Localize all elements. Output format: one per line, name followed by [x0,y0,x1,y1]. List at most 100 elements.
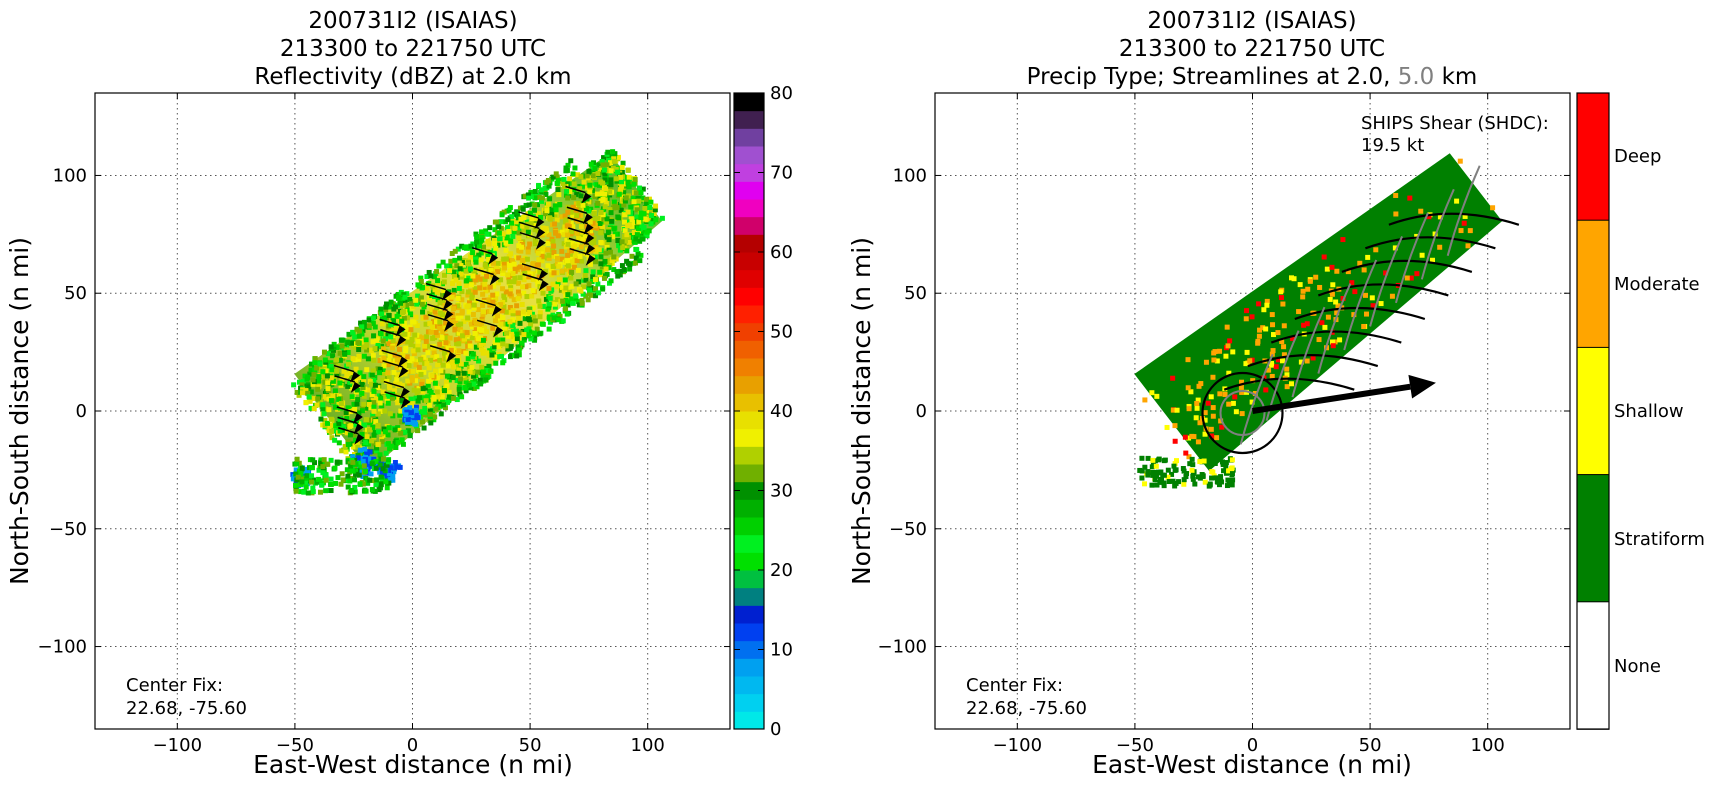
dbz-pixel [398,332,404,338]
dbz-pixel [431,417,437,423]
dbz-pixel [514,212,520,218]
dbz-pixel [590,188,596,194]
precip-type-pixel [1256,333,1262,339]
dbz-pixel [434,375,440,381]
dbz-pixel [517,205,523,211]
dbz-pixel [620,193,626,199]
dbz-pixel [608,210,614,216]
dbz-pixel [543,191,549,197]
dbz-pixel [365,480,371,486]
dbz-pixel [385,331,391,337]
precip-type-pixel [1172,483,1178,489]
dbz-pixel [631,220,637,226]
dbz-pixel [378,459,384,465]
dbz-pixel [390,477,396,483]
dbz-colorbar-cell [734,252,764,271]
dbz-pixel [601,263,607,269]
dbz-pixel [503,247,509,253]
reflectivity-panel: 200731I2 (ISAIAS) 213300 to 221750 UTC R… [5,8,793,779]
dbz-pixel [486,363,492,369]
dbz-pixel [310,377,316,383]
dbz-pixel [356,421,362,427]
dbz-pixel [386,471,392,477]
precip-type-pixel [1180,466,1186,472]
dbz-pixel [389,395,395,401]
dbz-pixel [634,207,640,213]
precip-type-pixel [1365,254,1371,260]
dbz-pixel [380,338,386,344]
dbz-pixel [589,279,595,285]
dbz-pixel [351,341,357,347]
dbz-pixel [366,317,372,323]
dbz-pixel [536,257,542,263]
dbz-pixel [565,195,571,201]
precip-type-pixel [1270,322,1276,328]
precip-type-pixel [1261,307,1267,313]
dbz-pixel [611,226,617,232]
dbz-pixel [407,405,413,411]
dbz-pixel [615,273,621,279]
dbz-pixel [404,402,410,408]
precip-type-pixel [1161,480,1167,486]
dbz-pixel [602,171,608,177]
dbz-pixel [504,330,510,336]
precip-type-pixel [1256,301,1262,307]
dbz-pixel [570,171,576,177]
dbz-pixel [468,282,474,288]
dbz-pixel [554,181,560,187]
dbz-pixel [622,198,628,204]
precip-type-pixel [1160,472,1166,478]
dbz-pixel [438,411,444,417]
wind-barb [425,282,452,301]
dbz-pixel [440,292,446,298]
dbz-pixel [528,220,534,226]
dbz-pixel [373,419,379,425]
left-x-axis-label: East-West distance (n mi) [253,750,573,779]
streamline [1394,212,1429,304]
dbz-pixel [607,188,613,194]
dbz-pixel [538,187,544,193]
dbz-pixel [398,408,404,414]
dbz-pixel [305,490,311,496]
dbz-pixel [311,372,317,378]
precip-type-pixel [1225,343,1231,349]
dbz-pixel [545,263,551,269]
dbz-colorbar-cell [734,640,764,659]
dbz-pixel [386,480,392,486]
dbz-pixel [310,489,316,495]
right-y-tick-label: 50 [904,283,927,304]
dbz-pixel [344,373,350,379]
dbz-pixel [498,321,504,327]
dbz-pixel [569,269,575,275]
dbz-pixel [390,473,396,479]
precip-type-pixel [1197,420,1203,426]
dbz-pixel [400,303,406,309]
dbz-pixel [507,262,513,268]
dbz-pixel [408,327,414,333]
dbz-pixel [503,309,509,315]
precip-type-pixel [1329,339,1335,345]
dbz-pixel [559,214,565,220]
dbz-pixel [545,240,551,246]
dbz-pixel [568,158,574,164]
dbz-pixel [407,433,413,439]
dbz-pixel [514,222,520,228]
dbz-pixel [369,372,375,378]
dbz-pixel [562,213,568,219]
dbz-pixel [532,220,538,226]
dbz-pixel [347,379,353,385]
precip-type-pixel [1161,483,1167,489]
dbz-pixel [328,375,334,381]
wind-barbs [333,185,596,445]
precip-type-pixel [1393,211,1399,217]
dbz-pixel [437,341,443,347]
dbz-pixel [356,346,362,352]
dbz-pixel [296,460,302,466]
dbz-pixel [560,181,566,187]
dbz-pixel [518,216,524,222]
dbz-pixel [320,402,326,408]
dbz-pixel [456,386,462,392]
precip-type-pixel [1270,348,1276,354]
dbz-pixel [471,386,477,392]
dbz-pixel [441,272,447,278]
